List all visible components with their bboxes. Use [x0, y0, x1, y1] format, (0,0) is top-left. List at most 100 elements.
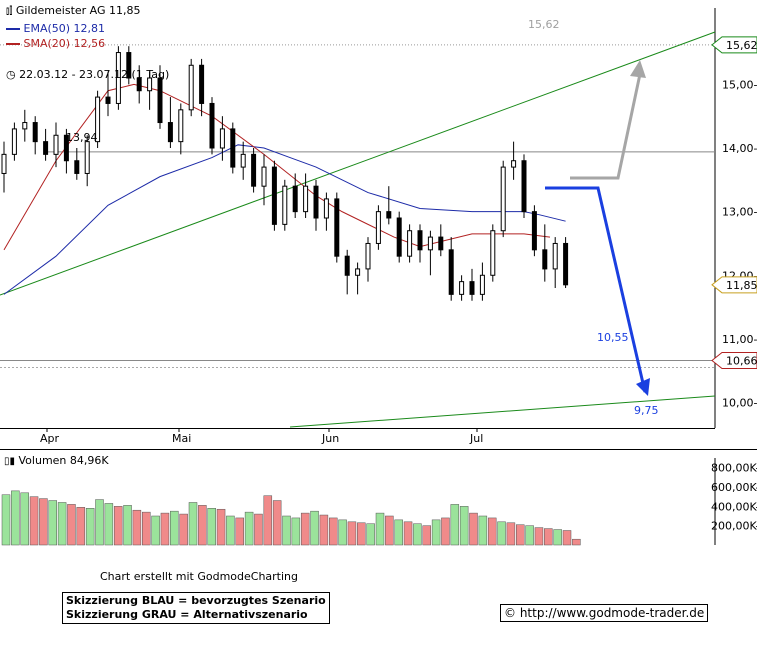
candle-body: [365, 242, 371, 270]
candle-body: [417, 230, 423, 251]
volume-bar: [441, 517, 450, 546]
volume-bar: [487, 517, 497, 546]
trend-lines: [0, 31, 716, 428]
candle-body: [53, 134, 59, 155]
volume-bar: [431, 519, 441, 546]
volume-bar: [300, 512, 310, 546]
volume-bar: [39, 498, 48, 546]
volume-bar: [310, 510, 319, 546]
candle-body: [95, 96, 101, 143]
volume-bar: [85, 508, 95, 546]
volume-bar: [113, 506, 123, 546]
last-tag: 11,85: [726, 279, 757, 292]
volume-bar: [272, 500, 282, 546]
candle-body: [427, 236, 433, 251]
volume-legend: ▯▮ Volumen 84,96K: [4, 454, 109, 467]
candle-body: [261, 166, 267, 187]
candle-body: [292, 185, 298, 213]
candle-body: [531, 211, 537, 251]
candle-body: [563, 242, 569, 286]
volume-bar: [104, 503, 114, 546]
volume-bar: [29, 496, 39, 546]
scenario-legend: Skizzierung BLAU = bevorzugtes Szenario …: [62, 592, 330, 624]
candle-body: [521, 160, 527, 213]
blue-scenario-arrowhead: [636, 378, 650, 396]
volume-bar: [403, 521, 413, 546]
instrument-title: ⫾⫿ Gildemeister AG 11,85: [6, 4, 141, 17]
volume-bar: [151, 515, 160, 546]
legend-grey: Skizzierung GRAU = Alternativszenario: [66, 608, 308, 621]
support-tag-box: [711, 352, 757, 370]
candle-body: [126, 52, 132, 79]
candle-body: [63, 134, 69, 162]
x-ticks: Apr Mai Jun Jul: [40, 428, 483, 445]
volume-bar: [450, 504, 460, 546]
candle-body: [375, 211, 381, 244]
candle-body: [1, 153, 7, 174]
x-tick-label: Mai: [172, 432, 191, 445]
volume-bar: [20, 492, 29, 546]
volume-bar: [525, 525, 534, 546]
volume-bar: [469, 512, 478, 546]
volume-bar: [160, 512, 170, 546]
candle-body: [271, 166, 277, 225]
volume-bar: [422, 525, 431, 546]
volume-bar: [132, 509, 142, 546]
volume-bar: [11, 490, 20, 546]
support-tag: 10,66: [726, 355, 757, 368]
candle-body: [178, 109, 184, 143]
volume-y-tick: 600,00K-: [711, 481, 757, 494]
target2-annotation: 9,75: [634, 404, 659, 417]
volume-bar: [170, 510, 179, 546]
candle-body: [219, 128, 225, 149]
candle-body: [490, 230, 496, 276]
candles: [1, 46, 569, 301]
volume-y-tick: 400,00K-: [711, 500, 757, 513]
date-range: ◷ 22.03.12 - 23.07.12 (1 Tag): [6, 68, 170, 81]
candle-body: [22, 122, 28, 130]
volume-bar: [207, 508, 216, 546]
candle-body: [469, 281, 475, 295]
volume-icon: ▯▮: [4, 456, 16, 467]
volume-bar: [544, 528, 553, 546]
volume-bar: [235, 517, 244, 546]
candle-body: [334, 198, 340, 257]
volume-bar: [198, 505, 207, 546]
volume-bar: [329, 517, 338, 546]
volume-bar: [338, 519, 347, 546]
volume-bar: [226, 515, 235, 546]
volume-bar: [319, 514, 329, 546]
volume-bar: [95, 499, 104, 546]
x-tick-label: Jul: [469, 432, 483, 445]
y-tick: 15,00-: [722, 78, 757, 91]
grey-scenario-path: [570, 73, 642, 180]
x-tick-label: Apr: [40, 432, 60, 445]
volume-bar: [1, 494, 11, 546]
volume-bar: [366, 523, 375, 546]
volume-bar: [48, 500, 57, 546]
candle-body: [209, 102, 215, 149]
moving-averages: [3, 83, 566, 295]
volume-bar: [76, 507, 86, 546]
y-ticks: 10,00-11,00-12,00-13,00-14,00-15,00-15,6…: [711, 36, 757, 533]
high-annotation: 15,62: [528, 18, 560, 31]
y-tick: 14,00-: [722, 142, 757, 155]
candle-body: [282, 185, 288, 225]
candle-body: [188, 64, 194, 111]
source-url[interactable]: © http://www.godmode-trader.de: [500, 604, 709, 622]
volume-bar: [67, 504, 76, 546]
volume-bar: [394, 519, 403, 546]
last-tag-box: [711, 276, 757, 294]
candle-body: [479, 274, 485, 295]
volume-bar: [179, 513, 188, 546]
volume-bar: [553, 529, 562, 546]
legend-blue: Skizzierung BLAU = bevorzugtes Szenario: [66, 594, 326, 607]
blue-scenario-path: [545, 186, 647, 393]
volume-bar: [57, 502, 67, 546]
candle-body: [303, 185, 309, 213]
candle-body: [438, 236, 444, 251]
high-tag-box: [711, 36, 757, 54]
candle-body: [74, 160, 80, 174]
volume-bars: [0, 449, 757, 546]
